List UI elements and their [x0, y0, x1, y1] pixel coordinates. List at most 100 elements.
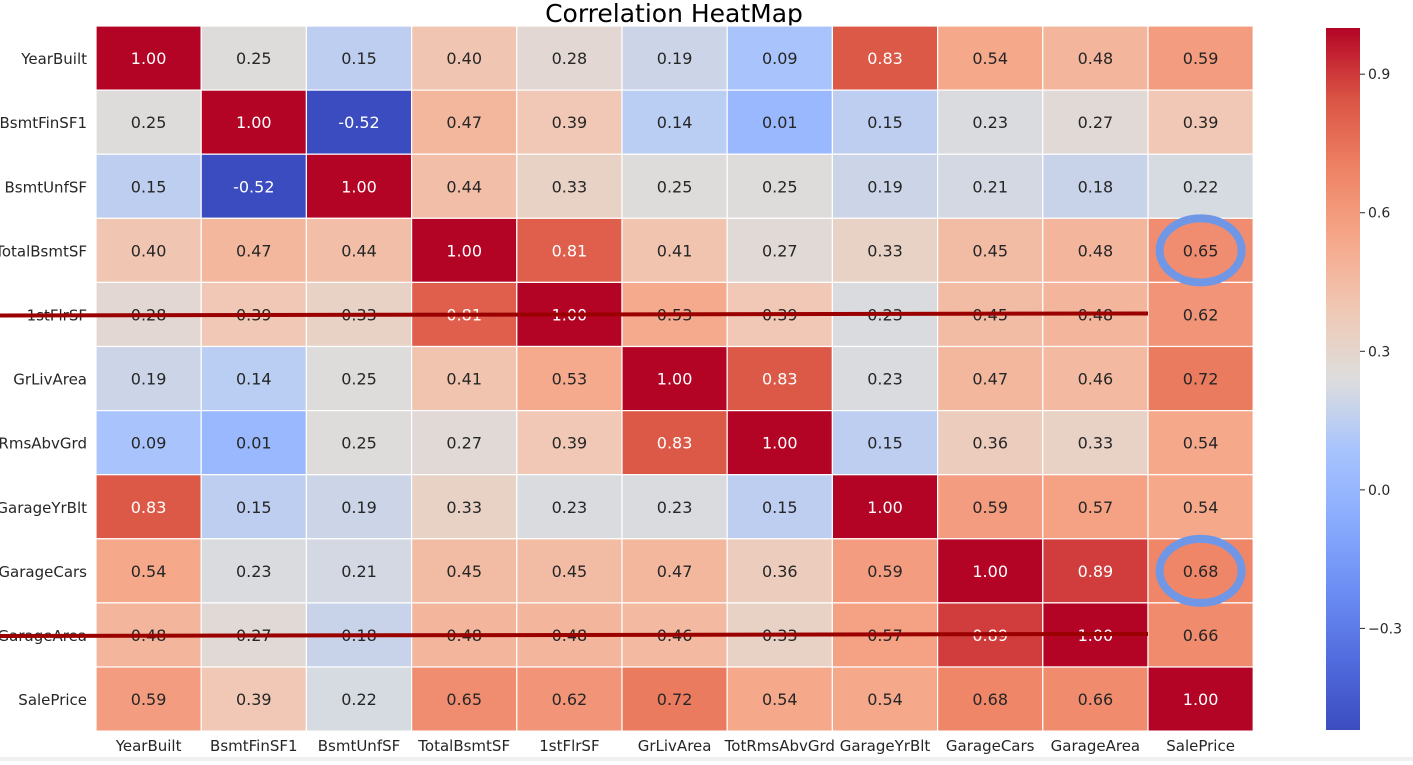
cell-value-label: 0.19 [131, 370, 167, 389]
heatmap-cell-bsmtfinsf1-bsmtunfsf [305, 89, 413, 155]
heatmap-cell-bsmtfinsf1-garagearea [1042, 89, 1149, 155]
cell-value-label: 0.15 [867, 434, 903, 453]
cell-value-label: 0.83 [867, 49, 903, 68]
cell-value-label: 0.27 [446, 434, 482, 453]
cell-value-label: 0.23 [236, 562, 272, 581]
heatmap-cell-garageyrblt-garagearea [1042, 474, 1149, 540]
cell-value-label: 0.72 [1183, 370, 1219, 389]
column-labels: YearBuilt BsmtFinSF1 BsmtUnfSF TotalBsmtSF 1… [115, 737, 1235, 755]
cell-value-label: 0.40 [131, 241, 167, 260]
heatmap-cell-yearbuilt-bsmtfinsf1 [200, 25, 307, 91]
cell-value-label: -0.52 [233, 177, 274, 196]
heatmap-cell-bsmtunfsf-grlivarea [621, 153, 728, 219]
heatmap-cell-garagecars-totrmsabvgrd [726, 538, 834, 604]
cell-value-label: 1.00 [446, 241, 482, 260]
cell-value-label: 0.47 [236, 241, 272, 260]
heatmap-cell-bsmtunfsf-totrmsabvgrd [726, 153, 834, 219]
heatmap-cell-grlivarea-saleprice [1147, 345, 1254, 412]
cell-value-label: 0.68 [1183, 562, 1219, 581]
heatmap-cell-saleprice-saleprice [1147, 666, 1254, 732]
cell-value-label: 0.48 [1078, 241, 1114, 260]
cell-value-label: 0.54 [972, 49, 1008, 68]
row-label-bsmtunfsf: BsmtUnfSF [4, 178, 87, 196]
heatmap-cell-bsmtfinsf1-1stflrsf [516, 89, 623, 155]
cell-value-label: 0.36 [972, 434, 1008, 453]
heatmap-cell-yearbuilt-saleprice [1147, 25, 1254, 91]
cell-value-label: 0.14 [236, 370, 272, 389]
heatmap-cell-labels: 1.00 0.25 0.15 0.40 0.28 0.19 0.09 0.83 0.54 0.48… [131, 49, 1219, 709]
heatmap-cell-garageyrblt-totalbsmtsf [411, 474, 518, 540]
cell-value-label: 0.33 [867, 241, 903, 260]
cell-value-label: 0.25 [657, 177, 693, 196]
cell-value-label: 0.83 [762, 370, 798, 389]
cell-value-label: 0.25 [341, 370, 377, 389]
cell-value-label: 0.39 [552, 434, 588, 453]
cell-value-label: 0.19 [867, 177, 903, 196]
column-label-saleprice: SalePrice [1166, 737, 1235, 755]
cell-value-label: 0.65 [1183, 241, 1219, 260]
column-label-grlivarea: GrLivArea [638, 737, 712, 755]
cell-value-label: 1.00 [341, 177, 377, 196]
bottom-divider [0, 757, 1413, 761]
heatmap-cell-bsmtunfsf-garagecars [936, 153, 1044, 219]
heatmap-cell-saleprice-garagearea [1042, 666, 1149, 732]
cell-value-label: 1.00 [972, 562, 1008, 581]
heatmap-cell-totrmsabvgrd-totalbsmtsf [411, 410, 518, 476]
heatmap-cell-saleprice-bsmtfinsf1 [200, 666, 307, 732]
colorbar-tick-label: −0.3 [1368, 621, 1402, 637]
heatmap-cell-totrmsabvgrd-totrmsabvgrd [726, 410, 834, 476]
heatmap-cell-totrmsabvgrd-saleprice [1147, 410, 1254, 476]
cell-value-label: 0.59 [131, 690, 167, 709]
heatmap-cell-totrmsabvgrd-garageyrblt [831, 410, 939, 476]
cell-value-label: 0.28 [552, 49, 588, 68]
cell-value-label: 0.33 [552, 177, 588, 196]
cell-value-label: 0.54 [131, 562, 167, 581]
heatmap-cell-totrmsabvgrd-yearbuilt [95, 410, 202, 476]
heatmap-cell-totalbsmtsf-grlivarea [621, 217, 728, 284]
colorbar: 0.9 0.6 0.3 0.0 −0.3 [1326, 28, 1402, 730]
heatmap-cell-bsmtfinsf1-garagecars [936, 89, 1044, 155]
cell-value-label: 0.39 [236, 690, 272, 709]
heatmap-cell-bsmtfinsf1-grlivarea [621, 89, 728, 155]
heatmap-cell-garagecars-garagecars [936, 538, 1044, 604]
cell-value-label: 0.09 [762, 49, 798, 68]
cell-value-label: 0.19 [341, 498, 377, 517]
column-label-bsmtunfsf: BsmtUnfSF [318, 737, 401, 755]
chart-title: Correlation HeatMap [545, 0, 803, 28]
highlight-circle [1155, 534, 1246, 607]
heatmap-cell-garageyrblt-totrmsabvgrd [726, 474, 834, 540]
heatmap-cell-saleprice-garageyrblt [831, 666, 939, 732]
cell-value-label: 0.62 [552, 690, 588, 709]
highlight-circle [1155, 214, 1246, 287]
heatmap-cell-yearbuilt-bsmtunfsf [305, 25, 413, 91]
cell-value-label: 0.62 [1183, 305, 1219, 324]
cell-value-label: 0.68 [972, 690, 1008, 709]
cell-value-label: 0.44 [446, 177, 482, 196]
cell-value-label: 0.22 [341, 690, 377, 709]
heatmap-cell-totrmsabvgrd-bsmtfinsf1 [200, 410, 307, 476]
cell-value-label: 1.00 [867, 498, 903, 517]
colorbar-tick-label: 0.0 [1368, 483, 1390, 499]
heatmap-cell-garageyrblt-yearbuilt [95, 474, 202, 540]
colorbar-tick-label: 0.6 [1368, 206, 1390, 222]
cell-value-label: 0.25 [131, 113, 167, 132]
cell-value-label: 0.81 [552, 241, 588, 260]
column-label-1stflrsf: 1stFlrSF [539, 737, 599, 755]
cell-value-label: 0.65 [446, 690, 482, 709]
colorbar-gradient [1326, 28, 1360, 730]
column-label-bsmtfinsf1: BsmtFinSF1 [210, 737, 298, 755]
cell-value-label: 0.23 [657, 498, 693, 517]
colorbar-tick-label: 0.3 [1368, 344, 1390, 360]
cell-value-label: 0.54 [1183, 498, 1219, 517]
heatmap-cell-totrmsabvgrd-garagecars [936, 410, 1044, 476]
heatmap-cell-garageyrblt-bsmtfinsf1 [200, 474, 307, 540]
cell-value-label: 0.54 [762, 690, 798, 709]
cell-value-label: 0.53 [552, 370, 588, 389]
row-label-garagecars: GarageCars [0, 563, 87, 581]
heatmap-cell-yearbuilt-grlivarea [621, 25, 728, 91]
cell-value-label: 0.22 [1183, 177, 1219, 196]
annotation-overlay [0, 214, 1246, 638]
column-label-garagearea: GarageArea [1051, 737, 1140, 755]
cell-value-label: 0.25 [236, 49, 272, 68]
